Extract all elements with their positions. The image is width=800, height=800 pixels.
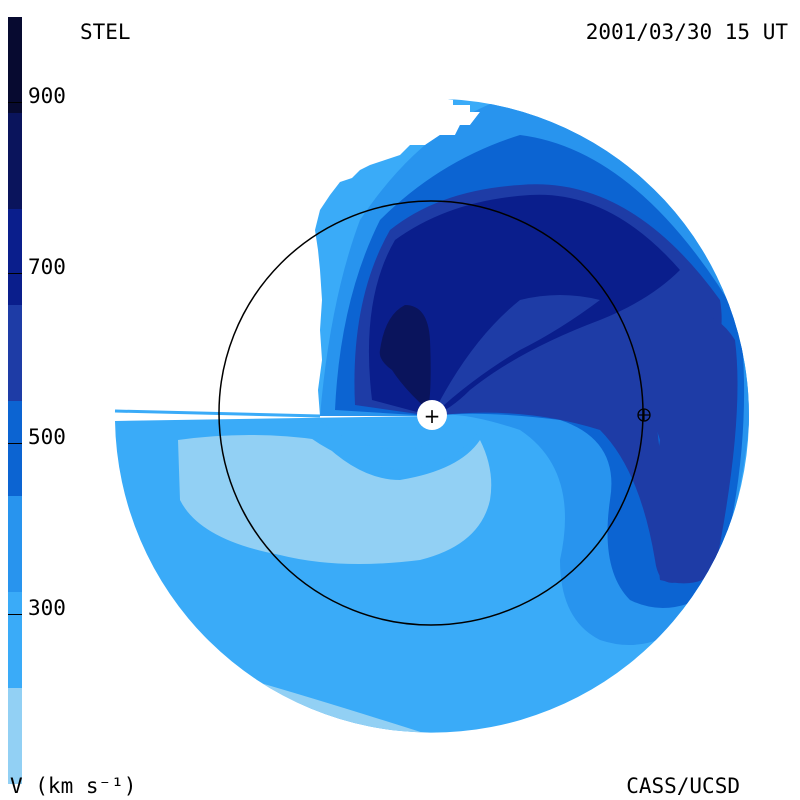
colorbar-tick-label: 300	[28, 596, 66, 620]
source-label: STEL	[80, 20, 131, 44]
region-level-700-spoke	[432, 295, 600, 416]
colorbar-segment	[8, 688, 22, 784]
datetime-label: 2001/03/30 15 UT	[585, 20, 788, 44]
colorbar-tick-label: 900	[28, 84, 66, 108]
colorbar-segment	[8, 592, 22, 689]
credit-label: CASS/UCSD	[626, 774, 740, 798]
velocity-regions	[115, 99, 749, 733]
unit-label: V (km s⁻¹)	[10, 774, 137, 798]
colorbar-segment	[8, 208, 22, 305]
colorbar-tick-mark	[8, 273, 22, 274]
colorbar-tick-label: 700	[28, 255, 66, 279]
colorbar-segment	[8, 400, 22, 497]
region-level-200	[178, 435, 492, 564]
region-level-800	[379, 305, 431, 410]
colorbar-tick-mark	[8, 102, 22, 103]
sun-symbol: +	[424, 404, 441, 428]
earth-orbit-circle	[218, 200, 644, 626]
colorbar-tick-label: 500	[28, 425, 66, 449]
colorbar-segment	[8, 304, 22, 401]
colorbar-segment	[8, 17, 22, 113]
colorbar-tick-mark	[8, 614, 22, 615]
wedge-edge	[114, 409, 321, 418]
colorbar-tick-mark	[8, 443, 22, 444]
colorbar-segment	[8, 112, 22, 209]
region-level-300-inner	[300, 418, 480, 470]
region-level-600-east	[651, 313, 738, 584]
velocity-colorbar	[8, 17, 22, 784]
sun-disk	[417, 400, 447, 430]
colorbar-segment	[8, 496, 22, 593]
